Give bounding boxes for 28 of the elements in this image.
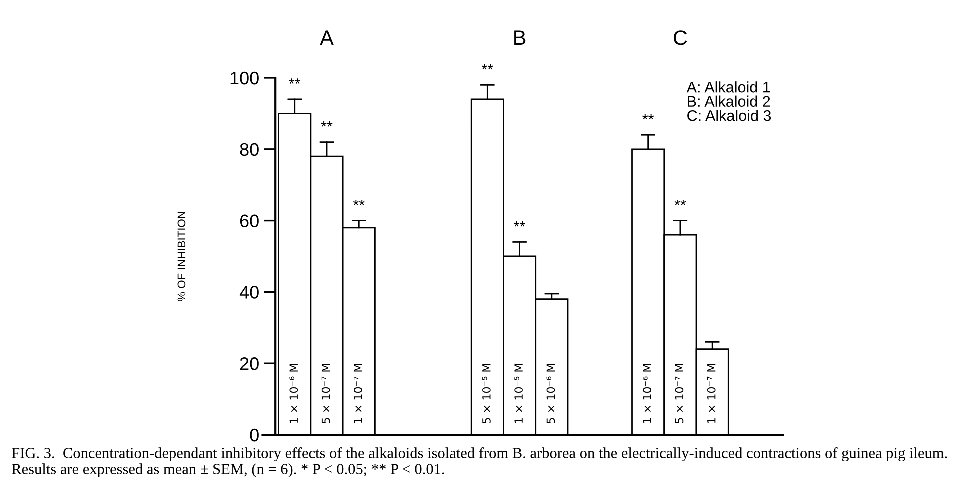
y-tick-label: 80 — [240, 143, 259, 156]
x-tick-label: 5 × 10⁻⁶ M — [546, 364, 556, 424]
x-tick-label: 1 × 10⁻⁶ M — [643, 364, 652, 424]
x-tick-label: 5 × 10⁻⁷ M — [675, 364, 684, 424]
data-label: ** — [482, 64, 494, 70]
text: A — [320, 30, 334, 46]
data-label: ** — [321, 121, 333, 127]
y-tick-label: 100 — [230, 72, 259, 85]
y-tick-label: 0 — [250, 428, 259, 442]
y-tick-label: 40 — [240, 286, 259, 299]
text: B — [514, 30, 526, 46]
data-label: ** — [289, 78, 301, 84]
x-tick-label: 5 × 10⁻⁷ M — [322, 364, 330, 424]
annotation: A: Alkaloid 1 B: Alkaloid 2 C: Alkaloid 3 — [686, 82, 772, 122]
x-tick-label: 1 × 10⁻⁵ M — [514, 364, 524, 424]
x-tick-label: 1 × 10⁻⁷ M — [707, 364, 716, 424]
data-label: ** — [514, 221, 526, 227]
data-label: ** — [353, 200, 365, 206]
y-axis-title: % OF INHIBITION — [178, 212, 186, 302]
x-tick-label: 1 × 10⁻⁷ M — [354, 364, 362, 424]
y-tick-label: 60 — [240, 214, 259, 228]
data-label: ** — [674, 200, 686, 206]
caption: FIG. 3. Concentration-dependant inhibitory effects of the alkaloids isolated from B. arborea on the electrically-induced contractions of guinea pig ileum. Results are expressed as mean ± SEM, (n = 6). * P < 0.05; ** P < 0.01. — [12, 448, 948, 478]
text: C — [674, 30, 688, 46]
x-tick-label: 1 × 10⁻⁶ M — [290, 364, 298, 424]
y-tick-label: 20 — [240, 358, 259, 370]
x-tick-label: 5 × 10⁻⁵ M — [482, 364, 491, 424]
data-label: ** — [642, 114, 654, 120]
